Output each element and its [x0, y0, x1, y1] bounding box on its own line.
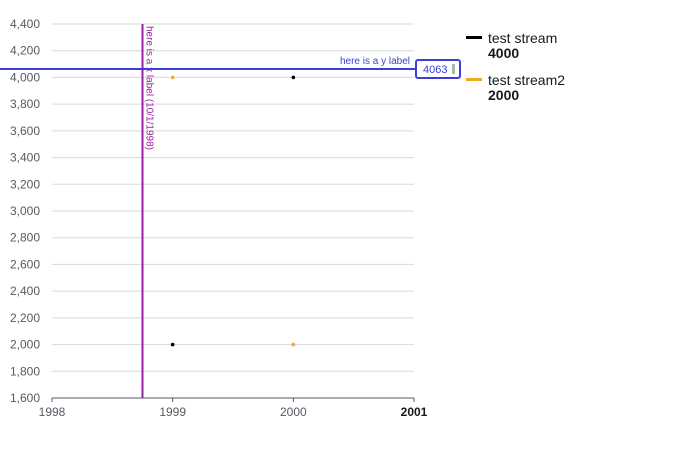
- x-annotation-label: here is a x label (10/1/1998): [144, 26, 155, 150]
- data-point[interactable]: [291, 75, 296, 80]
- legend-series-name: test stream: [488, 30, 558, 46]
- y-annotation-value: 4063: [423, 64, 447, 76]
- y-annotation-label: here is a y label: [340, 56, 410, 67]
- y-annotation-drag-handle[interactable]: [452, 64, 455, 75]
- y-tick-label: 2,400: [10, 284, 40, 298]
- legend-series-name: test stream2: [488, 72, 566, 88]
- x-tick-label: 1998: [39, 405, 66, 419]
- y-tick-label: 2,200: [10, 311, 40, 325]
- legend-swatch: [466, 36, 482, 39]
- data-point[interactable]: [170, 342, 175, 347]
- y-tick-label: 4,200: [10, 44, 40, 58]
- y-tick-label: 3,000: [10, 204, 40, 218]
- x-tick-label: 2001: [401, 405, 428, 419]
- legend-series-value: 2000: [488, 87, 520, 103]
- legend-series-value: 4000: [488, 45, 520, 61]
- x-tick-label: 2000: [280, 405, 307, 419]
- y-tick-label: 1,800: [10, 364, 40, 378]
- y-tick-label: 2,000: [10, 338, 40, 352]
- y-tick-label: 2,600: [10, 257, 40, 271]
- y-tick-label: 4,400: [10, 17, 40, 31]
- y-tick-label: 4,000: [10, 70, 40, 84]
- x-tick-label: 1999: [159, 405, 186, 419]
- y-tick-label: 3,200: [10, 177, 40, 191]
- y-tick-label: 3,400: [10, 151, 40, 165]
- y-annotation-value-box[interactable]: [415, 59, 461, 80]
- y-tick-label: 3,600: [10, 124, 40, 138]
- data-point[interactable]: [291, 342, 296, 347]
- y-tick-label: 3,800: [10, 97, 40, 111]
- legend-swatch: [466, 78, 482, 81]
- y-tick-label: 2,800: [10, 231, 40, 245]
- data-point[interactable]: [170, 75, 175, 80]
- y-tick-label: 1,600: [10, 391, 40, 405]
